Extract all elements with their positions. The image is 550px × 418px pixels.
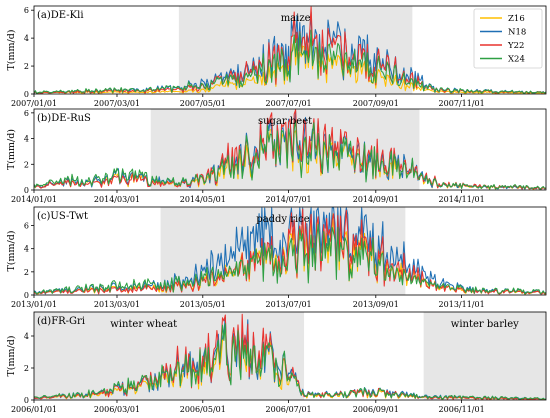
x-tick-label: 2006/05/01 [180,405,226,414]
y-tick-label: 4 [24,332,29,341]
panel-label: (a)DE-Kli [37,10,84,21]
y-tick-label: 2 [24,268,29,277]
y-tick-label: 0 [24,396,29,405]
series-line-x24 [34,223,546,295]
y-tick-label: 0 [24,291,29,300]
panel-3: 0 2 4 6 2013/01/01 2013/03/01 2013/05/01 2013/0… [6,206,547,309]
x-tick-label: 2006/09/01 [353,405,399,414]
x-tick-label: 2007/05/01 [180,99,226,108]
legend-label: X24 [508,55,525,65]
x-tick-label: 2007/11/01 [439,99,485,108]
legend: Z16 N18 Y22 X24 [473,8,543,69]
y-tick-label: 2 [24,364,29,373]
plot-frame [33,311,547,401]
x-tick-label: 2013/11/01 [439,300,485,309]
y-tick-label: 4 [24,34,29,43]
x-tick-label: 2014/01/01 [11,195,57,204]
x-tick-label: 2006/07/01 [266,405,312,414]
panel-1: 0 2 4 6 2007/01/01 2007/03/01 2007/05/01 2007/0… [6,5,547,108]
growing-season-band [423,312,546,400]
series-line-x24 [34,120,546,190]
y-tick-label: 0 [24,186,29,195]
y-axis-label: T(mm/d) [6,29,17,70]
x-tick-label: 2006/11/01 [439,405,485,414]
x-tick-label: 2007/01/01 [11,99,57,108]
x-tick-label: 2014/05/01 [180,195,226,204]
panel-label: (b)DE-RuS [37,113,91,124]
y-tick-label: 6 [24,6,29,15]
legend-box [473,8,543,69]
y-tick-label: 4 [24,245,29,254]
series-line-x24 [34,323,546,400]
x-tick-label: 2013/05/01 [180,300,226,309]
y-axis-label: T(mm/d) [6,335,17,376]
x-tick-label: 2013/07/01 [266,300,312,309]
plot-frame [33,108,547,191]
season-label: winter wheat [110,319,177,330]
y-tick-label: 6 [24,222,29,231]
plot-frame [33,5,547,95]
y-tick-label: 2 [24,62,29,71]
legend-label: Y22 [507,41,524,51]
y-tick-label: 6 [24,109,29,118]
x-tick-label: 2014/11/01 [439,195,485,204]
x-tick-label: 2007/07/01 [266,99,312,108]
x-tick-label: 2013/09/01 [353,300,399,309]
y-tick-label: 4 [24,135,29,144]
y-tick-label: 2 [24,160,29,169]
plot-frame [33,206,547,296]
y-axis-label: T(mm/d) [6,129,17,170]
y-axis-label: T(mm/d) [6,230,17,271]
season-label: paddy rice [256,214,310,225]
legend-label: N18 [508,28,526,38]
series-line-y22 [34,6,546,94]
legend-label: Z16 [508,14,525,24]
panel-label: (d)FR-Gri [37,316,85,327]
panel-2: 0 2 4 6 2014/01/01 2014/03/01 2014/05/01 2014/0… [6,108,547,204]
x-tick-label: 2014/07/01 [266,195,312,204]
y-tick-label: 0 [24,90,29,99]
panel-label: (c)US-Twt [37,211,88,222]
season-label: maize [281,13,311,24]
panel-4: 0 2 4 2006/01/01 2006/03/01 2006/05/01 2006/07… [6,311,547,414]
season-label: sugar beet [258,116,312,127]
x-tick-label: 2013/03/01 [94,300,140,309]
x-tick-label: 2013/01/01 [11,300,57,309]
x-tick-label: 2006/03/01 [94,405,140,414]
x-tick-label: 2014/03/01 [94,195,140,204]
x-tick-label: 2007/09/01 [353,99,399,108]
season-label: winter barley [451,319,519,330]
x-tick-label: 2006/01/01 [11,405,57,414]
x-tick-label: 2014/09/01 [353,195,399,204]
x-tick-label: 2007/03/01 [94,99,140,108]
series-line-x24 [34,29,546,94]
series-line-y22 [34,208,546,295]
